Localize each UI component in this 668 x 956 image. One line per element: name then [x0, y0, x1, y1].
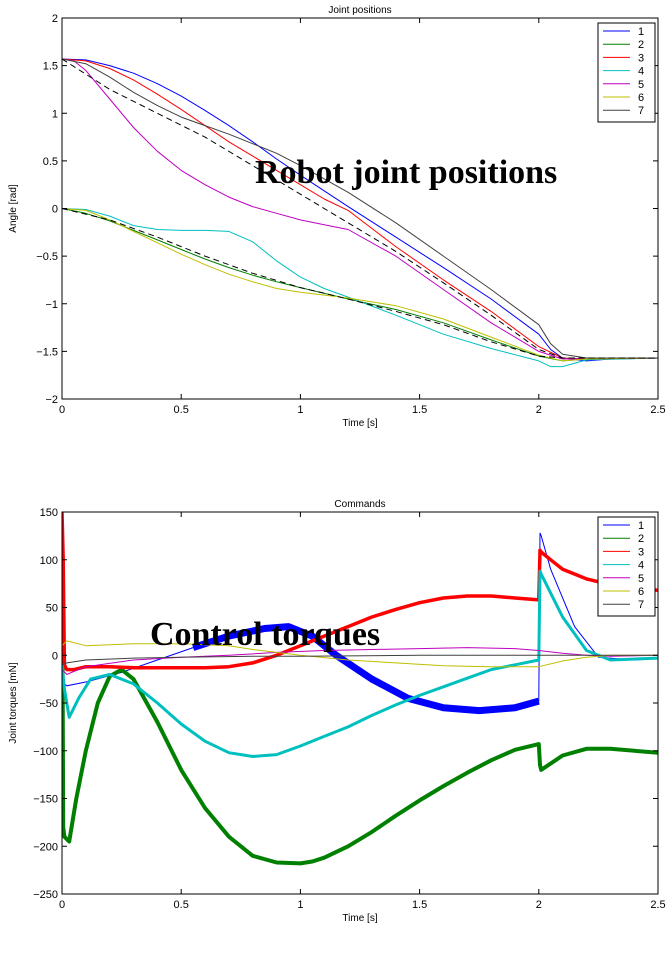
- series-line-1: [62, 58, 658, 362]
- x-tick-label: 0: [59, 899, 65, 911]
- legend-label-3: 3: [638, 52, 644, 64]
- y-axis-label: Angle [rad]: [8, 184, 19, 233]
- x-tick-label: 2.5: [650, 404, 665, 416]
- legend-box: [597, 22, 656, 123]
- legend-label-6: 6: [638, 92, 644, 104]
- series-line-4: [62, 208, 658, 368]
- legend-label-6: 6: [638, 586, 644, 598]
- series-group: [62, 58, 658, 368]
- axes-frame: [61, 17, 659, 400]
- y-tick-label: −200: [33, 841, 58, 853]
- y-tick-label: −250: [33, 889, 58, 901]
- x-tick-label: 1.5: [412, 899, 427, 911]
- x-tick-label: 1: [297, 404, 303, 416]
- legend-label-4: 4: [638, 560, 644, 572]
- y-tick-label: 1.5: [43, 61, 58, 73]
- axes-frame: [61, 511, 659, 895]
- annotation-text: Robot joint positions: [255, 154, 557, 191]
- y-tick-label: −2: [45, 394, 58, 406]
- legend-label-2: 2: [638, 39, 644, 51]
- y-tick-label: 0: [52, 650, 58, 662]
- annotation-text: Control torques: [150, 616, 380, 653]
- series-line-4: [62, 569, 658, 758]
- x-tick-label: 1: [297, 899, 303, 911]
- joint-positions-chart: 0 0.5 1 1.5 2 2.5 −2 −1.5 −1 −0.5 0 0.5 1 1.5 2 Joint p…: [8, 5, 666, 429]
- series-line-5: [62, 58, 658, 360]
- x-tick-label: 0: [59, 404, 65, 416]
- series-line-3: [62, 58, 658, 360]
- y-tick-label: 0.5: [43, 156, 58, 168]
- x-tick-label: 0.5: [174, 404, 189, 416]
- x-tick-label: 2.5: [650, 899, 665, 911]
- y-tick-label: 50: [46, 603, 58, 615]
- y-tick-label: −50: [39, 698, 58, 710]
- legend-label-5: 5: [638, 573, 644, 585]
- y-tick-label: −1: [45, 299, 58, 311]
- x-tick-label: 1.5: [412, 404, 427, 416]
- series-line-5: [62, 647, 658, 675]
- x-tick-label: 2: [536, 404, 542, 416]
- legend-label-7: 7: [638, 599, 644, 611]
- series-line-7: [62, 654, 658, 666]
- series-line-7: [62, 58, 658, 359]
- legend-label-3: 3: [638, 546, 644, 558]
- y-tick-label: −100: [33, 746, 58, 758]
- series-line-1-noise-band: [192, 623, 540, 715]
- reference-dashed-line: [62, 58, 658, 359]
- x-axis-label: Time [s]: [342, 913, 377, 924]
- y-tick-label: −1.5: [36, 346, 58, 358]
- commands-chart: 0 0.5 1 1.5 2 2.5 −250 −200 −150 −100 −50 0 50 100 150…: [8, 499, 666, 924]
- legend-label-2: 2: [638, 533, 644, 545]
- chart-title: Commands: [334, 499, 385, 510]
- y-tick-label: −0.5: [36, 251, 58, 263]
- x-tick-label: 0.5: [174, 899, 189, 911]
- x-tick-label: 2: [536, 899, 542, 911]
- series-line-2: [62, 521, 658, 866]
- y-tick-label: 150: [40, 507, 58, 519]
- y-tick-label: 2: [52, 13, 58, 25]
- x-axis-label: Time [s]: [342, 418, 377, 429]
- y-tick-label: 0: [52, 204, 58, 216]
- series-line-6: [62, 640, 658, 668]
- legend-box: [597, 516, 656, 617]
- series-line-3: [62, 512, 658, 672]
- legend-label-1: 1: [638, 520, 644, 532]
- series-group: [62, 512, 658, 866]
- legend-label-1: 1: [638, 26, 644, 38]
- y-tick-label: −150: [33, 794, 58, 806]
- y-axis-label: Joint torques [mN]: [8, 662, 19, 743]
- chart-title: Joint positions: [328, 5, 391, 16]
- legend-label-5: 5: [638, 79, 644, 91]
- reference-dashed-line: [62, 208, 658, 359]
- series-line-2: [62, 208, 658, 362]
- y-tick-label: 100: [40, 555, 58, 567]
- legend-label-7: 7: [638, 105, 644, 117]
- y-tick-label: 1: [52, 108, 58, 120]
- series-line-6: [62, 208, 658, 362]
- legend-label-4: 4: [638, 66, 644, 78]
